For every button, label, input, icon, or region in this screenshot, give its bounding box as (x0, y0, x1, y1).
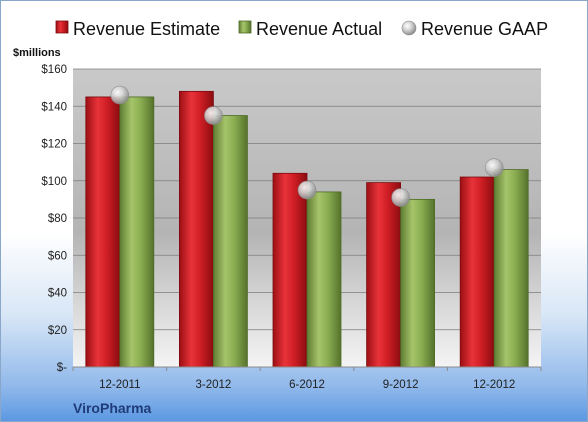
bar-estimate (178, 90, 214, 368)
bar-actual (400, 198, 436, 368)
bar-actual (119, 96, 155, 368)
y-tick-label: $160 (41, 64, 67, 76)
legend-marker-gaap (401, 20, 417, 36)
legend-swatch-estimate (55, 20, 69, 34)
gaap-marker (297, 180, 317, 200)
y-axis-ticks: $- $20 $40 $60 $80 $100 $120 $140 $160 (41, 64, 67, 374)
x-tick-label: 12-2012 (473, 379, 515, 391)
y-tick-label: $40 (48, 288, 67, 300)
x-tick-label: 3-2012 (195, 379, 231, 391)
y-tick-label: $80 (48, 213, 67, 225)
bar-actual (493, 169, 529, 368)
y-tick-label: $20 (48, 325, 67, 337)
bar-estimate (459, 176, 495, 368)
bar-estimate (272, 172, 308, 368)
bar-actual (306, 191, 342, 368)
x-tick-label: 6-2012 (289, 379, 325, 391)
gaap-marker (110, 85, 130, 105)
gaap-marker (484, 158, 504, 178)
company-name: ViroPharma (73, 400, 152, 416)
bars (85, 90, 529, 368)
legend-label-gaap: Revenue GAAP (421, 19, 548, 39)
y-axis-unit-label: $millions (13, 47, 61, 59)
bar-estimate (366, 182, 402, 368)
legend: Revenue Estimate Revenue Actual Revenue … (55, 19, 548, 39)
gaap-marker (204, 106, 223, 125)
gaap-marker (391, 188, 410, 207)
x-axis-ticks: 12-2011 3-2012 6-2012 9-2012 12-2012 (72, 367, 542, 391)
x-tick-label: 12-2011 (99, 379, 140, 391)
legend-label-actual: Revenue Actual (256, 19, 382, 39)
bar-estimate (85, 96, 121, 368)
y-tick-label: $120 (41, 139, 67, 151)
y-tick-label: $60 (48, 250, 67, 262)
y-tick-label: $140 (41, 101, 67, 113)
legend-label-estimate: Revenue Estimate (73, 19, 220, 39)
x-tick-label: 9-2012 (383, 379, 419, 391)
y-tick-label: $- (57, 362, 67, 374)
legend-swatch-actual (238, 20, 252, 34)
bar-actual (212, 115, 248, 368)
gaap-markers (110, 85, 504, 207)
y-tick-label: $100 (41, 176, 67, 188)
